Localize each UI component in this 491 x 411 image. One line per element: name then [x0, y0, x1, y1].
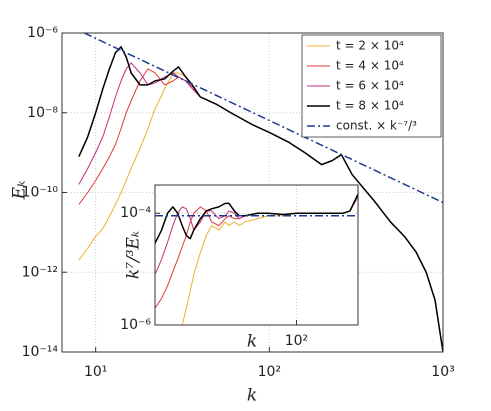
x-axis-label: k [247, 332, 257, 352]
x-axis-label: k [247, 386, 257, 406]
legend: t = 2 × 10⁴ t = 4 × 10⁴ t = 6 × 10⁴ t = 8 ×… [301, 34, 442, 138]
plot-area [155, 185, 358, 325]
x-tick-label: 10² [258, 364, 281, 380]
axes-box [154, 184, 359, 326]
x-tick-label: 10¹ [84, 364, 107, 380]
y-axis-label: Eₖ [10, 181, 30, 201]
y-tick-label: 10⁻⁶ [27, 25, 58, 41]
x-tick-label: 10³ [431, 364, 454, 380]
y-tick-label: 10⁻⁸ [27, 105, 58, 121]
axes-box [61, 32, 444, 353]
legend-label: t = 8 × 10⁴ [336, 99, 404, 113]
legend-label: t = 6 × 10⁴ [336, 79, 404, 93]
x-tick-label: 10² [285, 333, 308, 349]
y-tick-label: 10⁻⁶ [120, 317, 151, 333]
legend-label: t = 4 × 10⁴ [336, 59, 404, 73]
legend-label: t = 2 × 10⁴ [336, 39, 404, 53]
y-tick-label: 10⁻¹⁰ [22, 185, 59, 201]
series-line [155, 193, 358, 244]
y-axis-label: k⁷/³Eₖ [124, 231, 144, 279]
legend-label: const. × k⁻⁷/³ [336, 119, 417, 133]
y-tick-label: 10⁻¹² [22, 264, 58, 280]
y-tick-label: 10⁻⁴ [120, 205, 151, 221]
lines [155, 193, 358, 325]
lines [78, 33, 443, 352]
y-tick-label: 10⁻¹⁴ [22, 344, 59, 360]
series-line [83, 33, 443, 204]
inset: 10² 10⁻⁶ 10⁻⁴ k k⁷/³Eₖ [120, 184, 359, 352]
